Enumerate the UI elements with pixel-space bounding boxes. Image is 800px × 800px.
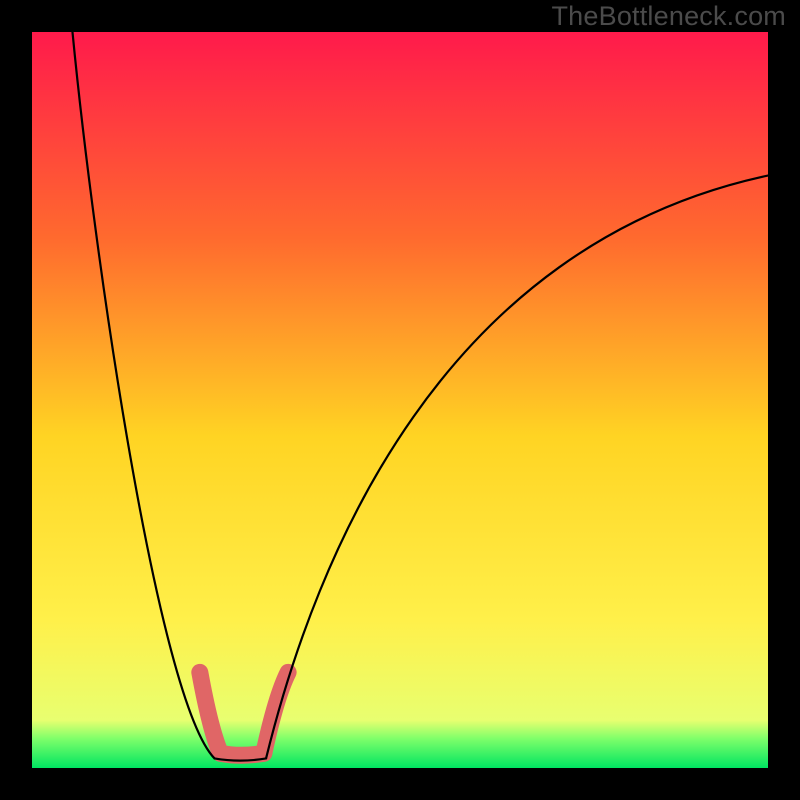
gradient-background	[32, 32, 768, 768]
plot-area	[32, 32, 768, 768]
watermark-text: TheBottleneck.com	[551, 1, 786, 32]
chart-canvas: TheBottleneck.com	[0, 0, 800, 800]
plot-svg	[32, 32, 768, 768]
